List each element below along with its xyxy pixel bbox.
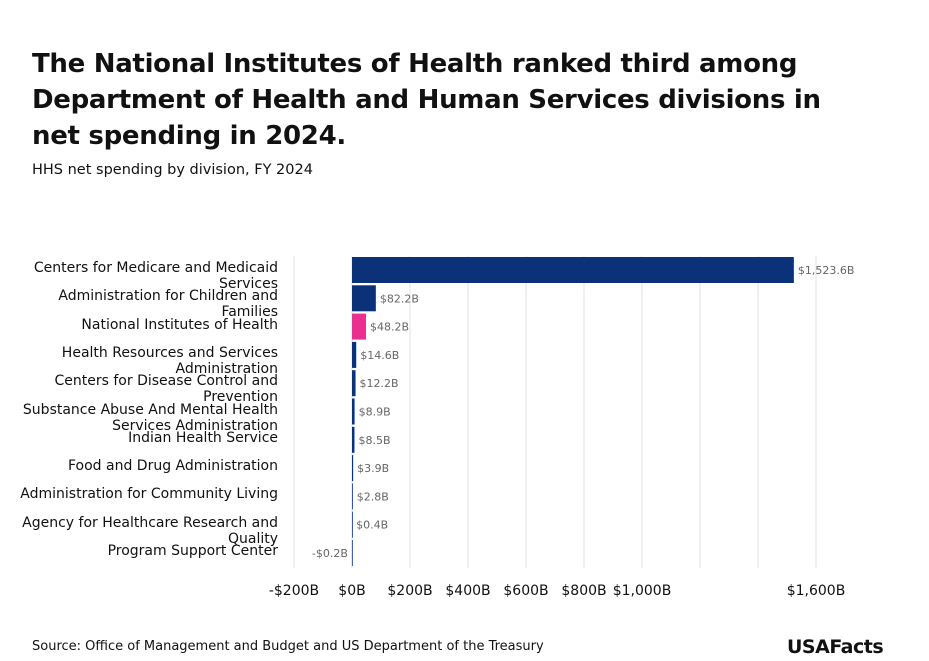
value-label: $48.2B [370,321,409,334]
y-tick-label: National Institutes of Health [81,316,278,333]
chart-subtitle: HHS net spending by division, FY 2024 [32,162,313,178]
x-tick-label: $600B [503,583,548,599]
bar [352,285,376,312]
value-label: $1,523.6B [798,264,855,277]
source: Source: Office of Management and Budget … [32,639,544,654]
value-label: $14.6B [360,349,399,362]
x-tick-label: $400B [445,583,490,599]
x-tick-label: $1,000B [613,583,672,599]
x-tick-label: $1,600B [787,583,846,599]
value-label: $2.8B [357,490,389,503]
y-tick-label: Program Support Center [107,543,278,559]
value-label: $8.9B [359,406,391,419]
y-tick-label: Centers for Medicare and Medicaid Servic… [33,260,278,292]
bar [352,257,794,283]
logo: USAFacts [787,636,884,658]
bar [352,370,356,397]
x-tick-label: $800B [561,583,606,599]
value-label: $82.2B [380,292,419,305]
y-tick-label: Agency for Healthcare Research and Quali… [22,514,278,547]
bar [352,426,355,453]
y-tick-label: Indian Health Service [128,429,278,446]
bar [352,341,357,368]
y-tick-label: Administration for Children and Families [58,288,278,321]
y-tick-label: Centers for Disease Control and Preventi… [54,373,278,406]
y-tick-label: Substance Abuse And Mental Health Servic… [22,401,278,434]
bar [352,398,355,425]
x-tick-label: -$200B [269,583,319,599]
value-label: $0.4B [356,519,388,532]
x-tick-label: $0B [338,583,365,599]
chart-title: The National Institutes of Health ranked… [32,49,821,151]
y-tick-label: Food and Drug Administration [68,458,278,475]
bar [352,313,366,340]
bar [351,540,353,566]
value-label: -$0.2B [312,547,348,560]
value-label: $8.5B [358,434,390,447]
x-tick-label: $200B [387,583,432,599]
value-label: $3.9B [357,462,389,475]
y-tick-label: Administration for Community Living [20,486,278,503]
y-tick-label: Health Resources and Services Administra… [61,344,278,377]
bar [352,483,353,510]
value-label: $12.2B [360,377,399,390]
bar [352,455,354,482]
bar [352,511,353,538]
